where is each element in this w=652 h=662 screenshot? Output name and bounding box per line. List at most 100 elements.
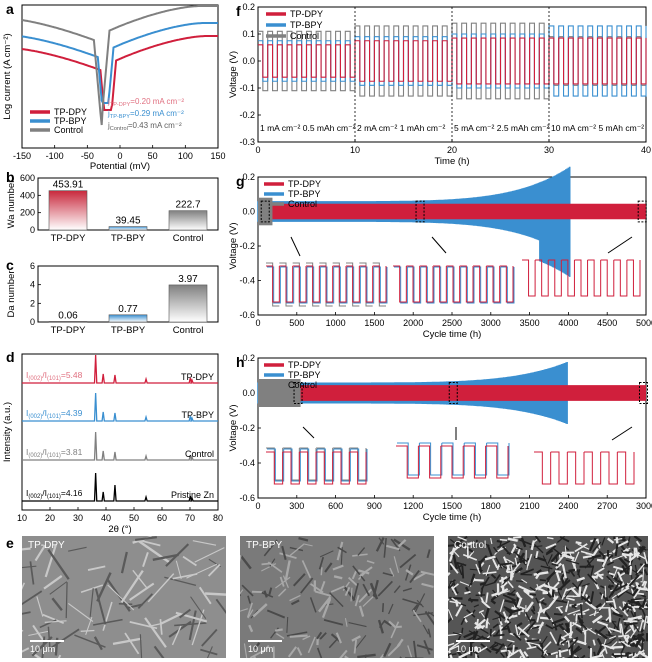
sem-texture-stroke xyxy=(536,569,542,575)
y-tick-label: 2 xyxy=(30,298,35,308)
sem-texture-stroke xyxy=(601,537,606,546)
sem-texture-stroke xyxy=(321,598,332,619)
sem-texture-stroke xyxy=(556,634,562,646)
legend-entry: TP-BPY xyxy=(288,189,321,199)
sem-texture-stroke xyxy=(555,553,566,565)
sem-texture-stroke xyxy=(333,575,343,580)
sem-texture-stroke xyxy=(413,640,417,658)
x-tick-label: 2700 xyxy=(597,501,617,511)
sem-texture-stroke xyxy=(512,632,522,642)
sem-texture-stroke xyxy=(456,561,463,576)
sem-texture-stroke xyxy=(120,569,144,603)
y-tick-label: 4 xyxy=(30,280,35,290)
y-tick-label: 0.0 xyxy=(242,207,255,217)
tafel-curve-Control xyxy=(21,5,218,126)
sem-texture-stroke xyxy=(468,630,483,639)
sem-texture xyxy=(22,536,226,658)
panel-label-d: d xyxy=(6,349,15,365)
sem-texture-stroke xyxy=(545,543,557,550)
sem-texture-stroke xyxy=(596,558,605,563)
sem-texture-stroke xyxy=(574,543,588,553)
sem-texture-stroke xyxy=(643,551,648,564)
panel-label-a: a xyxy=(6,1,14,17)
sem-texture-stroke xyxy=(631,650,644,658)
legend-entry: TP-DPY xyxy=(288,179,321,189)
sem-texture-stroke xyxy=(159,619,163,635)
sem-texture-stroke xyxy=(301,560,312,579)
xrd-series-label: Control xyxy=(185,449,214,459)
y-axis-label: Log current (A cm⁻²) xyxy=(2,33,13,119)
sem-texture-stroke xyxy=(468,597,473,603)
sem-texture-stroke xyxy=(608,637,616,644)
sem-texture-stroke xyxy=(484,581,496,587)
inset-curve-TP-BPY xyxy=(267,266,388,304)
sem-texture-stroke xyxy=(558,553,562,561)
sem-texture-stroke xyxy=(586,559,592,568)
sem-texture-stroke xyxy=(634,592,645,596)
panel-label-b: b xyxy=(6,169,15,185)
sem-texture-stroke xyxy=(451,597,462,605)
sem-texture-stroke xyxy=(324,562,333,573)
sem-label: TP-DPY xyxy=(28,540,65,551)
sem-texture-stroke xyxy=(524,637,532,648)
sem-texture-stroke xyxy=(621,547,631,553)
cycling-band-Control xyxy=(258,197,273,226)
sem-texture-stroke xyxy=(96,572,112,602)
sem-texture-stroke xyxy=(107,584,135,611)
sem-texture-stroke xyxy=(601,652,605,658)
sem-texture-stroke xyxy=(630,598,642,601)
sem-texture-stroke xyxy=(635,540,641,547)
sem-texture-stroke xyxy=(286,616,289,633)
zoom-box xyxy=(637,200,647,223)
sem-texture-stroke xyxy=(243,643,248,658)
sem-texture-stroke xyxy=(344,655,349,658)
sem-texture-stroke xyxy=(420,570,434,576)
sem-texture-stroke xyxy=(514,567,523,574)
x-tick-label: 3000 xyxy=(636,501,652,511)
sem-texture-stroke xyxy=(458,650,471,658)
sem-texture-stroke xyxy=(490,537,493,545)
sem-texture-stroke xyxy=(558,649,562,658)
sem-texture-stroke xyxy=(642,656,645,658)
sem-texture-stroke xyxy=(468,550,475,559)
sem-texture-stroke xyxy=(351,635,361,642)
bar-Control xyxy=(168,210,208,231)
sem-texture-stroke xyxy=(385,544,400,551)
sem-texture-stroke xyxy=(47,549,70,580)
sem-texture-stroke xyxy=(518,539,532,546)
sem-texture-stroke xyxy=(22,590,43,606)
sem-texture-stroke xyxy=(506,646,518,651)
y-tick-label: 0.2 xyxy=(242,353,255,363)
sem-texture-stroke xyxy=(448,572,451,577)
sem-texture-stroke xyxy=(448,616,453,624)
sem-texture-stroke xyxy=(548,595,559,608)
sem-texture-stroke xyxy=(174,622,207,627)
sem-texture-stroke xyxy=(452,583,459,589)
sem-image-tp-bpy: TP-BPY 10 μm xyxy=(240,536,434,658)
sem-texture-stroke xyxy=(578,620,588,630)
sem-texture-stroke xyxy=(267,561,283,573)
sem-texture-stroke xyxy=(397,538,407,548)
sem-texture-stroke xyxy=(505,558,515,564)
sem-texture-stroke xyxy=(489,642,497,649)
sem-texture-stroke xyxy=(240,555,242,562)
sem-texture-stroke xyxy=(565,586,576,592)
sem-texture-stroke xyxy=(513,536,522,539)
sem-texture-stroke xyxy=(621,552,632,557)
x-tick-label: 2400 xyxy=(558,501,578,511)
sem-texture-stroke xyxy=(194,547,225,563)
x-tick-label: 40 xyxy=(101,513,111,523)
sem-texture-stroke xyxy=(637,545,645,553)
sem-texture-stroke xyxy=(412,609,422,623)
sem-texture-stroke xyxy=(303,543,313,547)
sem-texture-stroke xyxy=(525,601,534,613)
sem-texture-stroke xyxy=(348,621,367,628)
sem-texture-stroke xyxy=(612,567,619,579)
sem-texture-stroke xyxy=(611,641,618,648)
x-tick-label: 3000 xyxy=(481,318,501,328)
sem-texture-stroke xyxy=(94,588,107,625)
sem-texture-stroke xyxy=(461,565,465,579)
sem-texture-stroke xyxy=(475,563,481,575)
sem-texture-stroke xyxy=(240,589,244,595)
y-tick-label: 6 xyxy=(30,261,35,271)
